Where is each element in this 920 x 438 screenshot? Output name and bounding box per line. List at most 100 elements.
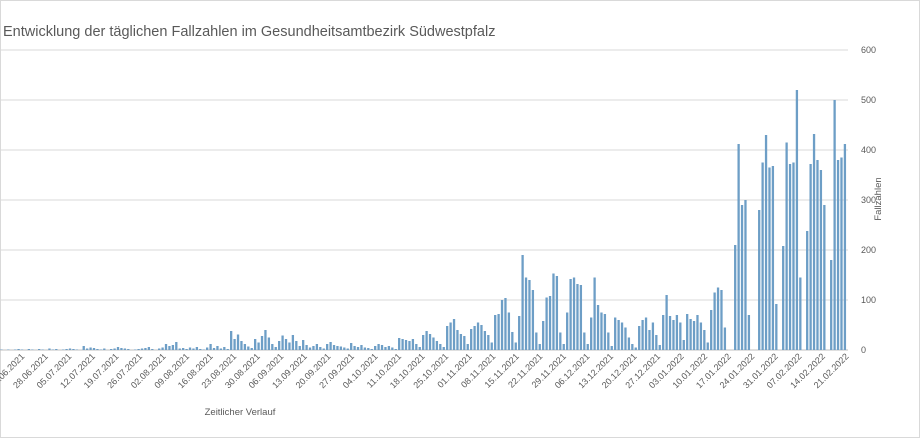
bar: [418, 347, 421, 350]
bar: [761, 162, 764, 350]
bar: [607, 332, 610, 350]
chart-title: Entwicklung der täglichen Fallzahlen im …: [3, 24, 496, 40]
bar: [41, 349, 44, 350]
bar: [819, 170, 823, 350]
bar: [836, 160, 840, 350]
bar: [17, 349, 20, 350]
bar: [336, 346, 339, 350]
bar: [127, 349, 130, 350]
bar: [641, 320, 644, 350]
bar: [219, 348, 223, 350]
bar: [14, 349, 17, 350]
bar: [192, 348, 195, 350]
bar: [374, 346, 377, 350]
bar: [178, 348, 181, 350]
bar: [332, 345, 336, 350]
bar: [610, 346, 613, 350]
bar: [768, 167, 771, 350]
bar: [182, 348, 185, 350]
bar: [795, 90, 799, 350]
bar: [367, 348, 370, 350]
bar: [116, 347, 120, 350]
bar: [555, 276, 559, 350]
bar: [260, 336, 264, 350]
bar: [658, 345, 661, 350]
bar: [596, 305, 600, 350]
bar: [212, 348, 216, 350]
bar: [833, 100, 836, 350]
bar: [456, 330, 459, 350]
bar: [110, 349, 113, 350]
bar: [206, 347, 209, 350]
bar: [579, 285, 583, 350]
bar: [271, 344, 274, 350]
bar: [788, 164, 792, 350]
bar: [473, 326, 476, 350]
bar: [524, 277, 528, 350]
bar: [566, 312, 569, 350]
bar: [295, 341, 298, 350]
bar: [250, 348, 253, 350]
bar: [137, 349, 140, 350]
bar: [651, 322, 655, 350]
bar: [134, 349, 137, 350]
bar: [75, 349, 79, 350]
bar: [363, 347, 367, 350]
bar: [614, 317, 617, 350]
bar: [391, 347, 394, 350]
bar: [247, 346, 250, 350]
bar: [459, 334, 463, 350]
bar: [771, 166, 775, 350]
bar: [398, 338, 401, 350]
bar: [329, 342, 332, 350]
bar: [123, 348, 127, 350]
bar: [322, 348, 325, 350]
bar: [665, 295, 668, 350]
bar: [562, 344, 565, 350]
bar: [89, 347, 92, 350]
bar: [236, 334, 240, 350]
bar: [158, 348, 161, 350]
y-tick-label: 400: [861, 145, 876, 155]
bar: [487, 335, 490, 350]
bar: [689, 319, 692, 350]
bar: [350, 343, 353, 350]
bar: [720, 290, 723, 350]
bar: [514, 342, 517, 350]
bar: [230, 331, 233, 350]
y-tick-label: 300: [861, 195, 876, 205]
bar: [188, 347, 192, 350]
bar: [435, 341, 439, 350]
bar: [466, 344, 469, 350]
bar: [740, 205, 744, 350]
bar: [586, 344, 589, 350]
bar: [240, 341, 243, 350]
bar: [315, 344, 319, 350]
bar: [542, 321, 545, 350]
bar: [792, 162, 795, 350]
bar: [442, 347, 445, 350]
bar: [696, 315, 699, 350]
bar: [672, 320, 675, 350]
bar: [353, 346, 356, 350]
bar: [480, 325, 483, 350]
y-tick-label: 200: [861, 245, 876, 255]
bar: [494, 315, 497, 350]
bar: [171, 345, 175, 350]
bar: [648, 330, 651, 350]
bar: [343, 347, 346, 350]
bar: [823, 205, 826, 350]
bar: [627, 337, 631, 350]
bar: [710, 310, 713, 350]
bar: [31, 349, 34, 350]
bar: [662, 315, 665, 350]
bar: [483, 331, 487, 350]
bar: [326, 344, 329, 350]
bar: [806, 231, 809, 350]
bar: [559, 332, 562, 350]
bar: [572, 277, 576, 350]
bar: [291, 335, 295, 350]
bar: [583, 332, 586, 350]
bar: [7, 349, 10, 350]
bar: [706, 342, 709, 350]
